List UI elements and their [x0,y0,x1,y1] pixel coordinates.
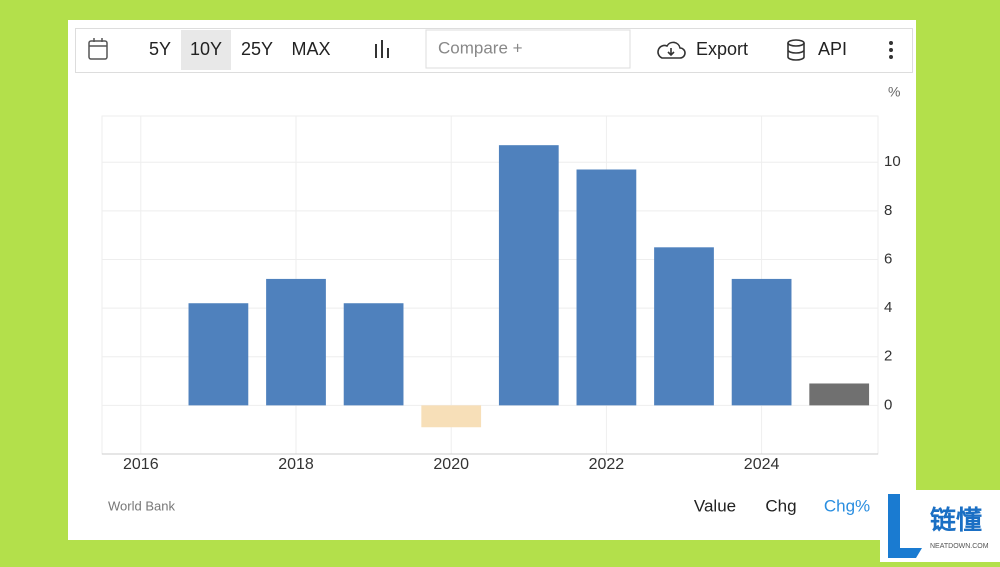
view-button[interactable]: Value [694,496,736,515]
bar [731,278,792,406]
api-icon[interactable] [787,39,805,61]
bar [343,303,404,406]
range-button[interactable]: 5Y [149,39,171,59]
bar [498,145,559,406]
range-button[interactable]: MAX [291,39,330,59]
y-tick-label: 10 [884,153,901,170]
watermark-subtitle: NEATDOWN.COM [930,543,989,550]
source: World Bank [108,498,175,513]
x-tick-label: 2018 [278,456,314,473]
y-tick-label: 6 [884,250,892,267]
chart-type-icon[interactable] [375,40,389,58]
view-button[interactable]: Chg [765,496,796,515]
compare-placeholder: Compare + [438,38,523,57]
range-button[interactable]: 25Y [241,39,273,59]
bar [188,303,249,406]
watermark-title: 链懂 [930,505,982,535]
unit-label: % [888,84,900,100]
x-tick-label: 2020 [433,456,469,473]
export-button[interactable]: Export [696,39,748,59]
watermark-logo [888,494,922,558]
y-tick-label: 8 [884,202,892,219]
x-tick-label: 2022 [589,456,625,473]
bar [809,383,870,406]
y-tick-label: 4 [884,299,892,316]
range-button[interactable]: 10Y [190,39,222,59]
api-button[interactable]: API [818,39,847,59]
compare-input[interactable] [425,29,631,69]
calendar-icon[interactable] [88,38,108,60]
x-tick-label: 2016 [123,456,159,473]
view-button[interactable]: Chg% [824,496,870,515]
bar [576,169,637,406]
x-tick-label: 2024 [744,456,780,473]
bar [421,405,482,428]
y-tick-label: 2 [884,348,892,365]
y-tick-label: 0 [884,396,892,413]
bar [266,278,326,406]
active-range-bg [181,30,231,70]
bar [654,247,714,406]
more-icon[interactable] [889,41,893,59]
export-icon[interactable] [657,41,686,59]
